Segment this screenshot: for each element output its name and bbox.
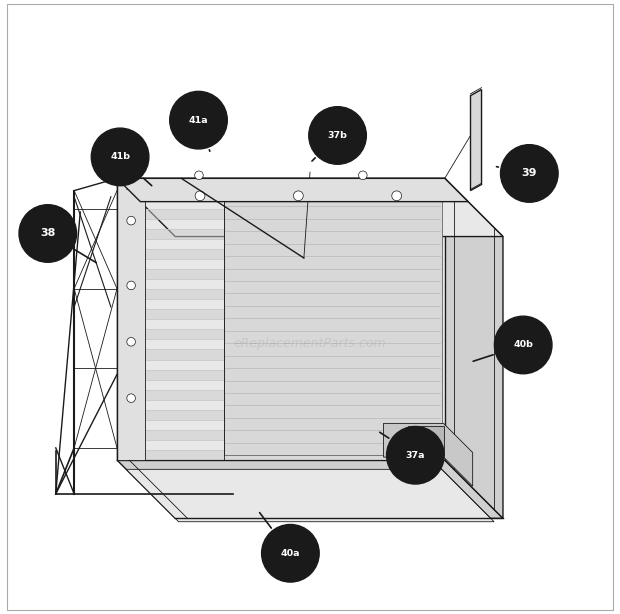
Circle shape <box>293 191 303 201</box>
Circle shape <box>19 204 77 262</box>
Circle shape <box>392 191 402 201</box>
Circle shape <box>195 171 203 179</box>
Polygon shape <box>120 249 441 259</box>
Polygon shape <box>120 410 441 420</box>
Text: 40a: 40a <box>281 549 300 558</box>
Polygon shape <box>120 289 441 299</box>
Circle shape <box>387 427 444 484</box>
Circle shape <box>91 128 149 185</box>
Polygon shape <box>117 178 445 460</box>
Polygon shape <box>117 178 468 201</box>
Polygon shape <box>120 450 441 460</box>
Polygon shape <box>117 178 144 460</box>
Text: eReplacementParts.com: eReplacementParts.com <box>234 337 386 350</box>
Polygon shape <box>120 370 441 379</box>
Polygon shape <box>445 178 503 518</box>
Polygon shape <box>120 329 441 340</box>
Polygon shape <box>120 209 441 219</box>
Text: 37a: 37a <box>405 451 425 460</box>
Text: 41a: 41a <box>188 115 208 125</box>
Polygon shape <box>120 349 441 360</box>
Polygon shape <box>120 390 441 400</box>
Circle shape <box>358 171 367 179</box>
Polygon shape <box>408 427 443 455</box>
Circle shape <box>127 281 135 290</box>
Polygon shape <box>224 181 441 455</box>
Polygon shape <box>471 90 482 190</box>
Text: 37b: 37b <box>327 131 347 140</box>
Circle shape <box>195 191 205 201</box>
Polygon shape <box>117 460 503 518</box>
Circle shape <box>127 394 135 402</box>
Circle shape <box>309 107 366 165</box>
Text: 40b: 40b <box>513 341 533 349</box>
Text: 39: 39 <box>521 168 537 179</box>
Circle shape <box>127 216 135 225</box>
Circle shape <box>494 316 552 374</box>
Circle shape <box>500 145 558 202</box>
Polygon shape <box>120 309 441 319</box>
Polygon shape <box>120 269 441 279</box>
Polygon shape <box>384 424 472 486</box>
Circle shape <box>262 524 319 582</box>
Circle shape <box>170 91 228 149</box>
Polygon shape <box>120 188 441 198</box>
Text: 41b: 41b <box>110 152 130 161</box>
Polygon shape <box>117 178 503 236</box>
Circle shape <box>127 338 135 346</box>
Polygon shape <box>120 228 441 239</box>
Polygon shape <box>120 430 441 440</box>
Polygon shape <box>126 469 494 522</box>
Text: 38: 38 <box>40 228 55 238</box>
